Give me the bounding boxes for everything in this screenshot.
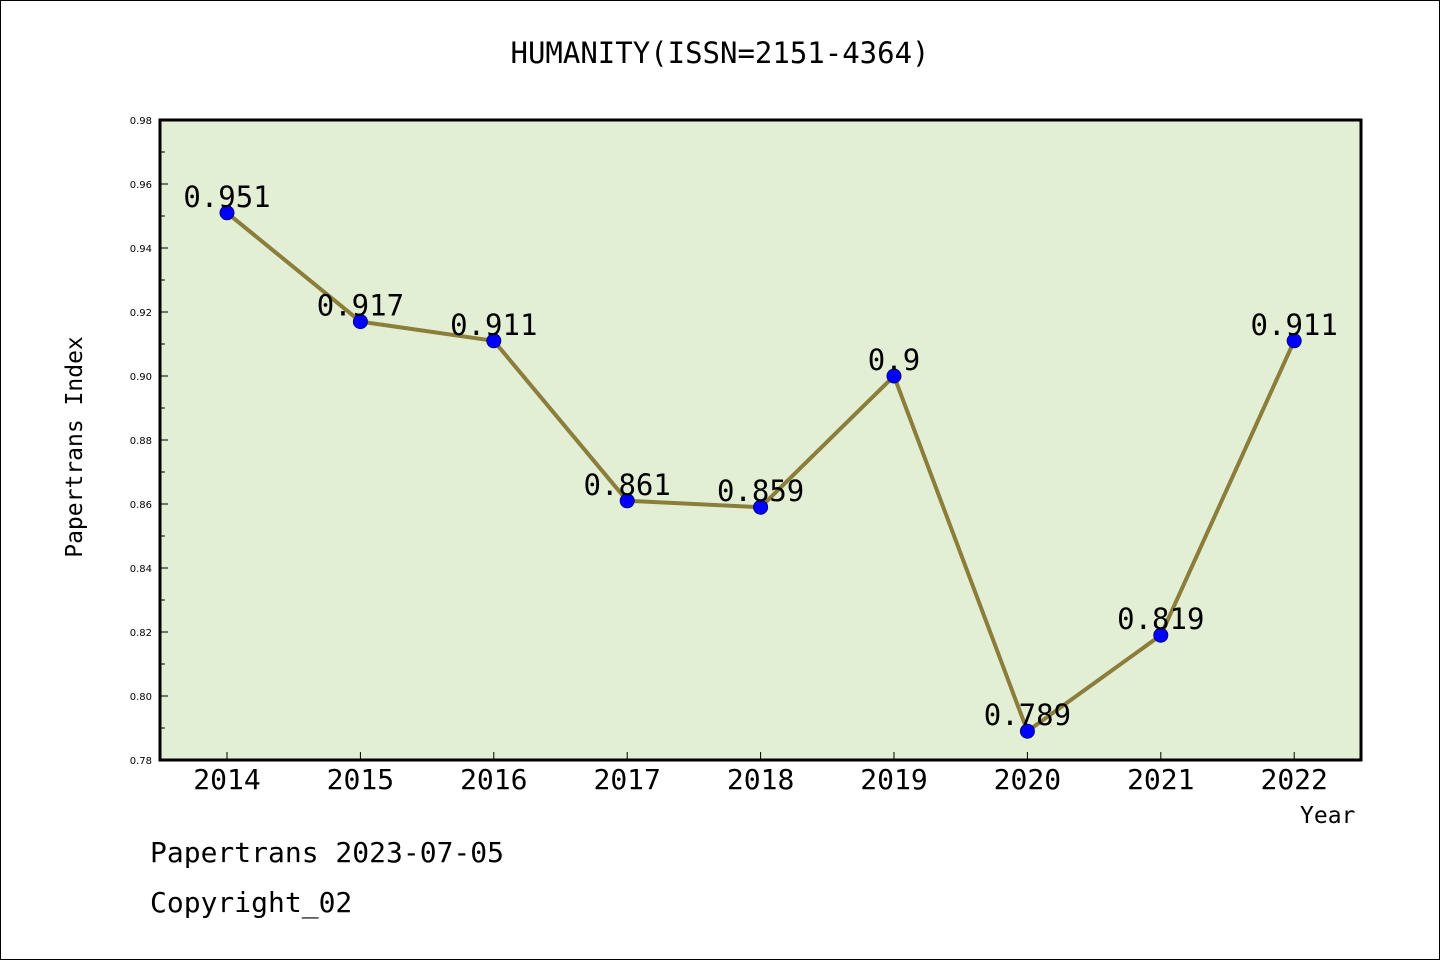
y-tick-label: 0.86 <box>130 500 152 511</box>
data-point <box>619 493 635 509</box>
data-point <box>1153 627 1169 643</box>
data-label: 0.911 <box>1251 308 1338 342</box>
x-tick-label: 2014 <box>193 763 260 796</box>
x-tick-label: 2017 <box>593 763 660 796</box>
y-tick-label: 0.98 <box>130 116 152 127</box>
x-tick-label: 2020 <box>994 763 1061 796</box>
x-tick-label: 2018 <box>727 763 794 796</box>
x-tick-label: 2019 <box>860 763 927 796</box>
y-tick-label: 0.82 <box>130 628 152 639</box>
plot-border <box>158 118 1363 762</box>
y-tick-label: 0.80 <box>130 692 152 703</box>
data-point <box>1019 723 1035 739</box>
y-tick-label: 0.96 <box>130 180 152 191</box>
data-label: 0.917 <box>317 289 404 323</box>
data-label: 0.789 <box>984 698 1071 732</box>
plot-background <box>160 120 1361 760</box>
data-label: 0.859 <box>717 474 804 508</box>
data-point <box>352 314 368 330</box>
data-point <box>219 205 235 221</box>
x-tick-label: 2015 <box>327 763 394 796</box>
data-point <box>486 333 502 349</box>
y-tick-label: 0.88 <box>130 436 152 447</box>
footer-copyright-text: Copyright_02 <box>150 886 353 919</box>
data-label: 0.951 <box>183 180 270 214</box>
y-tick-label: 0.78 <box>130 756 152 767</box>
y-tick-label: 0.92 <box>130 308 152 319</box>
x-tick-label: 2022 <box>1260 763 1327 796</box>
data-point <box>886 368 902 384</box>
data-label: 0.911 <box>450 308 537 342</box>
data-label: 0.861 <box>584 468 671 502</box>
data-label: 0.9 <box>868 343 920 377</box>
y-tick-label: 0.84 <box>130 564 152 575</box>
y-tick-label: 0.94 <box>130 244 152 255</box>
data-point <box>753 499 769 515</box>
x-tick-label: 2016 <box>460 763 527 796</box>
chart-title: HUMANITY(ISSN=2151-4364) <box>510 36 930 70</box>
x-tick-label: 2021 <box>1127 763 1194 796</box>
x-axis-label: Year <box>1300 803 1356 829</box>
y-tick-label: 0.90 <box>130 372 152 383</box>
data-point <box>1286 333 1302 349</box>
footer-date-text: Papertrans 2023-07-05 <box>150 836 505 869</box>
data-label: 0.819 <box>1117 602 1204 636</box>
